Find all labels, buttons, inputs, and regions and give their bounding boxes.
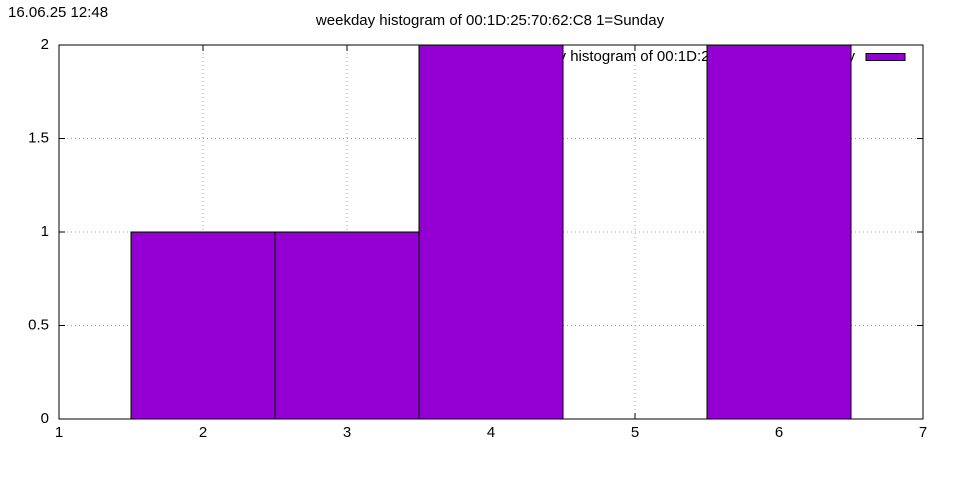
- y-tick-label: 0: [41, 410, 49, 427]
- x-tick-label: 6: [775, 424, 783, 441]
- x-tick-label: 3: [343, 424, 351, 441]
- x-tick-label: 1: [55, 424, 63, 441]
- x-tick-label: 7: [919, 424, 927, 441]
- plot-border: [58, 44, 924, 420]
- x-tick-label: 5: [631, 424, 639, 441]
- bar: [130, 231, 276, 420]
- y-tick-label: 1.5: [28, 129, 49, 146]
- y-tick-label: 2: [41, 36, 49, 53]
- bar: [418, 44, 564, 420]
- chart-title: weekday histogram of 00:1D:25:70:62:C8 1…: [315, 12, 665, 29]
- legend-swatch: [865, 53, 906, 61]
- bar: [706, 44, 852, 420]
- timestamp: 16.06.25 12:48: [8, 4, 108, 21]
- bar: [274, 231, 420, 420]
- x-tick-label: 2: [199, 424, 207, 441]
- y-tick-label: 0.5: [28, 316, 49, 333]
- x-tick-label: 4: [487, 424, 495, 441]
- y-tick-label: 1: [41, 223, 49, 240]
